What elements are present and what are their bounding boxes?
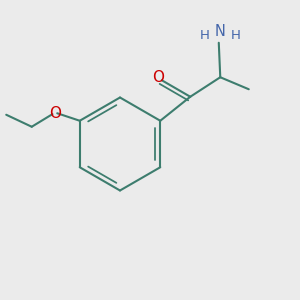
Text: O: O	[152, 70, 164, 85]
Text: N: N	[215, 24, 226, 39]
Text: O: O	[49, 106, 61, 121]
Text: H: H	[231, 29, 241, 42]
Text: H: H	[200, 29, 209, 42]
